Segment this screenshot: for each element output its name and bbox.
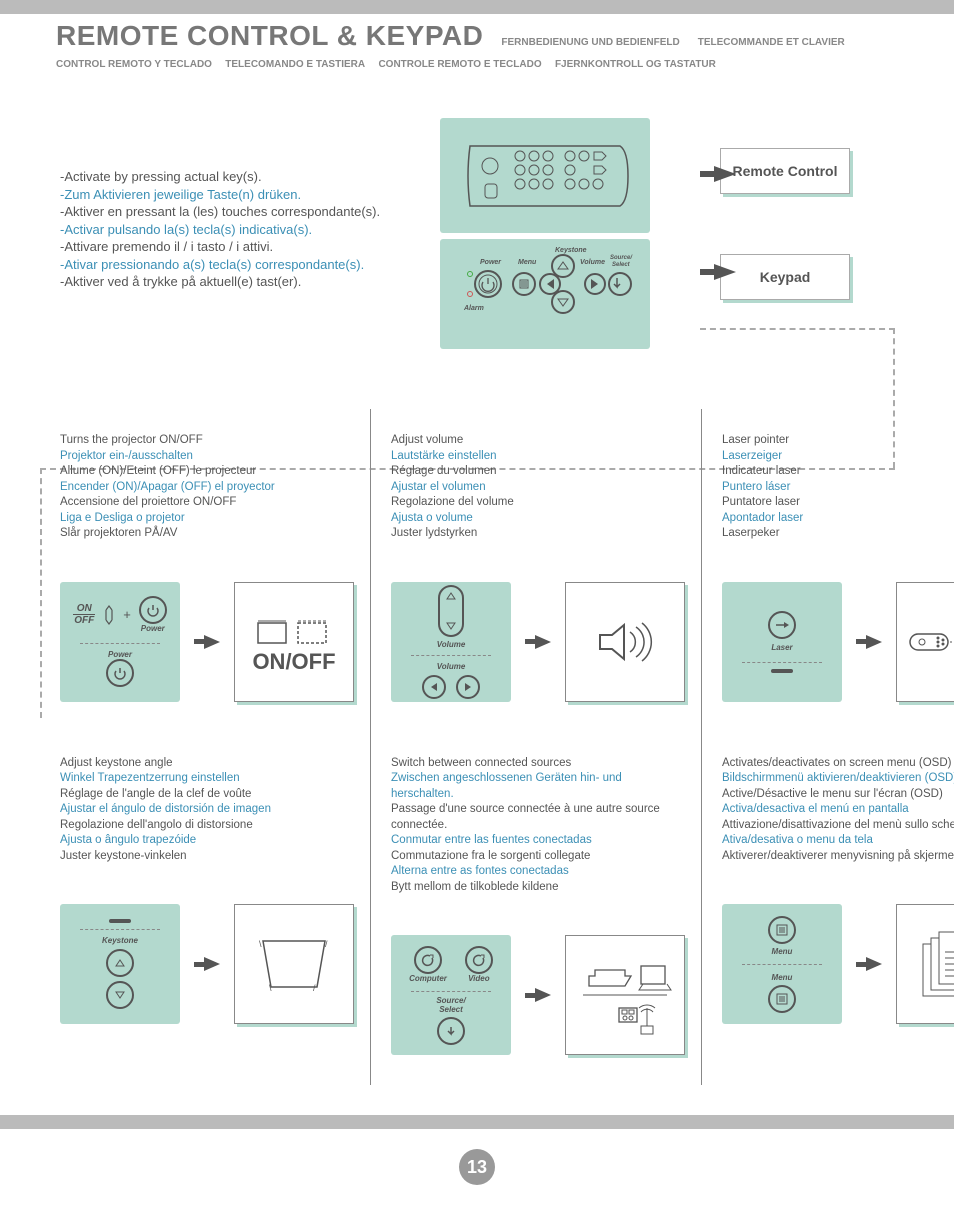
activate-line: -Activate by pressing actual key(s). (60, 168, 420, 186)
menu-button-icon (768, 916, 796, 944)
feature-desc: Switch between connected sources Zwische… (391, 756, 685, 896)
laser-button-icon (768, 611, 796, 639)
source-result (565, 935, 685, 1055)
feature-source: Switch between connected sources Zwische… (370, 732, 701, 1086)
remote-label: Remote Control (720, 148, 850, 194)
remote-outline-icon (460, 136, 630, 216)
keystone-shape-icon: \ / \ / (249, 929, 339, 999)
subtitle-pt: CONTROLE REMOTO E TECLADO (378, 59, 541, 70)
diagram-column: Power Menu Keystone Volume Source/ Selec… (440, 118, 700, 349)
activate-line: -Zum Aktivieren jeweilige Taste(n) drüke… (60, 186, 420, 204)
page-title: REMOTE CONTROL & KEYPAD (56, 20, 483, 52)
feature-desc: Laser pointer Laserzeiger Indicateur las… (722, 433, 954, 542)
subtitle-es: CONTROL REMOTO Y TECLADO (56, 59, 212, 70)
menu-result: MENU (896, 904, 954, 1024)
arrow-icon (856, 957, 882, 971)
svg-text:Menu: Menu (518, 259, 537, 266)
feature-menu: Activates/deactivates on screen menu (OS… (701, 732, 954, 1086)
header: REMOTE CONTROL & KEYPAD FERNBEDIENUNG UN… (0, 14, 954, 78)
feature-keystone: Adjust keystone angle Winkel Trapezentze… (40, 732, 370, 1086)
feature-volume: Adjust volume Lautstärke einstellen Régl… (370, 409, 701, 732)
svg-text:Power: Power (480, 259, 502, 266)
activate-line: -Aktiver en pressant la (les) touches co… (60, 203, 420, 221)
power-icon (139, 596, 167, 624)
sources-icon (575, 950, 675, 1040)
keypad-outline-icon: Power Menu Keystone Volume Source/ Selec… (450, 244, 640, 344)
laser-pointer-icon (906, 622, 954, 662)
speaker-icon (590, 617, 660, 667)
laser-control-icon: Laser (722, 582, 842, 702)
features-grid: Turns the projector ON/OFF Projektor ein… (40, 409, 934, 1085)
laser-result (896, 582, 954, 702)
footer: 13 (0, 1129, 954, 1215)
keystone-up-icon (106, 949, 134, 977)
top-arrows (700, 118, 736, 280)
arrow-icon (700, 166, 736, 182)
activate-line: -Attivare premendo il / i tasto / i atti… (60, 238, 420, 256)
arrow-icon (194, 957, 220, 971)
subtitle-de: FERNBEDIENUNG UND BEDIENFELD (501, 37, 679, 48)
subtitle-it: TELECOMANDO E TASTIERA (225, 59, 365, 70)
feature-desc: Adjust keystone angle Winkel Trapezentze… (60, 756, 354, 865)
top-gray-bar (0, 0, 954, 14)
menu-button-icon (768, 985, 796, 1013)
page-number: 13 (459, 1149, 495, 1185)
volume-control-icon: Volume Volume (391, 582, 511, 702)
svg-text:Keystone: Keystone (555, 247, 587, 254)
svg-text:Source/: Source/ (610, 255, 633, 261)
svg-text:Select: Select (612, 262, 631, 268)
activate-line: -Aktiver ved å trykke på aktuell(e) tast… (60, 273, 420, 291)
activate-line: -Activar pulsando la(s) tecla(s) indicat… (60, 221, 420, 239)
onoff-result: ON/OFF (234, 582, 354, 702)
top-section: -Activate by pressing actual key(s). -Zu… (40, 118, 934, 349)
bottom-gray-bar (0, 1115, 954, 1129)
svg-text:Alarm: Alarm (463, 305, 484, 312)
screen-icon (252, 609, 332, 649)
svg-text:\: \ (259, 939, 262, 949)
svg-text:\: \ (269, 983, 272, 993)
feature-laser: Laser pointer Laserzeiger Indicateur las… (701, 409, 954, 732)
feature-desc: Turns the projector ON/OFF Projektor ein… (60, 433, 354, 542)
arrow-icon (194, 635, 220, 649)
arrow-icon (525, 635, 551, 649)
power-icon (106, 659, 134, 687)
feature-desc: Adjust volume Lautstärke einstellen Régl… (391, 433, 685, 542)
svg-text:/: / (325, 939, 328, 949)
keystone-result: \ / \ / (234, 904, 354, 1024)
onoff-label: ON/OFF (252, 649, 335, 675)
volume-result (565, 582, 685, 702)
keystone-down-icon (106, 981, 134, 1009)
keypad-label: Keypad (720, 254, 850, 300)
arrow-icon (700, 264, 736, 280)
arrow-icon (525, 988, 551, 1002)
arrow-icon (856, 635, 882, 649)
onoff-control-icon: ON OFF + Power (60, 582, 180, 702)
menu-control-icon: Menu Menu (722, 904, 842, 1024)
feature-desc: Activates/deactivates on screen menu (OS… (722, 756, 954, 865)
activate-line: -Ativar pressionando a(s) tecla(s) corre… (60, 256, 420, 274)
keystone-control-icon: Keystone (60, 904, 180, 1024)
svg-text:/: / (313, 983, 316, 993)
feature-onoff: Turns the projector ON/OFF Projektor ein… (40, 409, 370, 732)
keypad-diagram: Power Menu Keystone Volume Source/ Selec… (440, 239, 650, 349)
activate-instructions: -Activate by pressing actual key(s). -Zu… (40, 118, 420, 349)
subtitle-fr: TELECOMMANDE ET CLAVIER (698, 37, 845, 48)
subtitle-no: FJERNKONTROLL OG TASTATUR (555, 59, 716, 70)
label-column: Remote Control Keypad (720, 118, 880, 349)
remote-diagram (440, 118, 650, 233)
content-area: -Activate by pressing actual key(s). -Zu… (0, 118, 954, 1115)
menu-stack-icon: MENU (911, 924, 954, 1004)
svg-text:Volume: Volume (580, 259, 605, 266)
source-control-icon: Computer Video Source/ Select (391, 935, 511, 1055)
